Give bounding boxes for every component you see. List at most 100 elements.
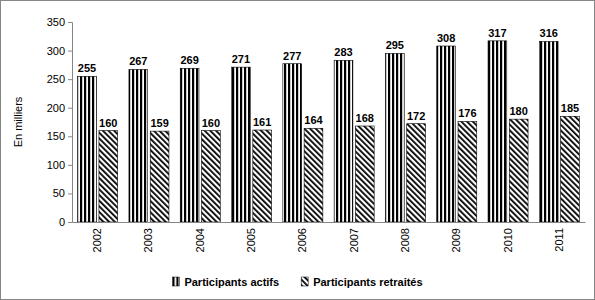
data-label: 317 bbox=[488, 27, 506, 39]
x-tick: 2007 bbox=[348, 228, 360, 252]
y-tick: 0 bbox=[59, 216, 72, 228]
y-tick-label: 200 bbox=[47, 102, 65, 114]
y-tick: 200 bbox=[47, 102, 72, 114]
bar bbox=[437, 46, 456, 222]
y-tick-mark bbox=[68, 165, 72, 166]
bar bbox=[129, 69, 148, 222]
x-axis-line bbox=[73, 222, 586, 223]
bar bbox=[283, 64, 302, 222]
data-label: 180 bbox=[510, 105, 528, 117]
y-tick-label: 300 bbox=[47, 45, 65, 57]
y-tick-mark bbox=[68, 51, 72, 52]
x-tick-label: 2006 bbox=[296, 228, 308, 252]
data-label: 308 bbox=[437, 32, 455, 44]
legend-label: Participants retraités bbox=[313, 276, 422, 288]
data-label: 159 bbox=[150, 117, 168, 129]
data-label: 277 bbox=[283, 50, 301, 62]
x-tick: 2003 bbox=[142, 228, 154, 252]
data-label: 160 bbox=[202, 117, 220, 129]
legend-swatch bbox=[172, 277, 179, 286]
x-tick-label: 2010 bbox=[502, 228, 514, 252]
bar bbox=[232, 67, 251, 222]
bar bbox=[385, 53, 404, 222]
y-tick-mark bbox=[68, 193, 72, 194]
bars bbox=[78, 41, 580, 222]
bar bbox=[253, 130, 272, 222]
x-tick-label: 2003 bbox=[142, 228, 154, 252]
data-label: 168 bbox=[356, 112, 374, 124]
bar bbox=[304, 128, 323, 222]
y-tick-label: 350 bbox=[47, 16, 65, 28]
x-tick-label: 2011 bbox=[553, 228, 565, 252]
x-tick: 2009 bbox=[450, 228, 462, 252]
data-label: 172 bbox=[407, 110, 425, 122]
x-tick-label: 2009 bbox=[450, 228, 462, 252]
x-tick-label: 2008 bbox=[399, 228, 411, 252]
plot: 0501001502002503003502002200320042005200… bbox=[47, 16, 586, 252]
x-tick: 2008 bbox=[399, 228, 411, 252]
bar bbox=[407, 124, 426, 222]
y-tick: 250 bbox=[47, 73, 72, 85]
data-label: 255 bbox=[78, 62, 96, 74]
bar bbox=[150, 131, 169, 222]
x-tick-label: 2002 bbox=[91, 228, 103, 252]
data-label: 185 bbox=[561, 102, 579, 114]
data-label: 176 bbox=[458, 107, 476, 119]
y-tick: 300 bbox=[47, 45, 72, 57]
data-label: 269 bbox=[180, 54, 198, 66]
y-tick: 350 bbox=[47, 16, 72, 28]
bar bbox=[202, 131, 221, 222]
data-label: 267 bbox=[129, 55, 147, 67]
x-tick: 2010 bbox=[502, 228, 514, 252]
y-tick: 150 bbox=[47, 130, 72, 142]
data-label: 271 bbox=[232, 53, 250, 65]
y-axis-line bbox=[68, 23, 73, 223]
x-tick: 2005 bbox=[245, 228, 257, 252]
bar bbox=[561, 116, 580, 222]
y-tick-mark bbox=[68, 79, 72, 80]
bar bbox=[78, 76, 97, 222]
data-labels: 255 267 269 271 277 283 295 308 317 316 160 159 160 1… bbox=[78, 27, 579, 129]
data-label: 283 bbox=[334, 46, 352, 58]
data-label: 316 bbox=[540, 27, 558, 39]
chart: 0501001502002503003502002200320042005200… bbox=[0, 0, 595, 300]
legend-item: Participants retraités bbox=[301, 276, 422, 288]
y-axis-title: En milliers bbox=[12, 96, 24, 147]
y-tick-mark bbox=[68, 108, 72, 109]
bar bbox=[180, 68, 199, 222]
x-tick-label: 2004 bbox=[194, 228, 206, 252]
data-label: 295 bbox=[386, 39, 404, 51]
frame bbox=[1, 1, 595, 300]
data-label: 164 bbox=[304, 114, 323, 126]
x-tick: 2002 bbox=[91, 228, 103, 252]
y-tick-label: 0 bbox=[59, 216, 65, 228]
x-tick: 2004 bbox=[194, 228, 206, 252]
legend-item: Participants actifs bbox=[172, 276, 279, 288]
y-tick: 100 bbox=[47, 159, 72, 171]
y-tick-mark bbox=[68, 22, 72, 23]
legend: Participants actifs Participants retraité… bbox=[172, 276, 422, 288]
data-label: 161 bbox=[253, 116, 271, 128]
x-tick: 2011 bbox=[553, 228, 565, 252]
y-axis: 0 50 100 150 200 250 300 350 bbox=[47, 16, 73, 228]
y-tick-label: 150 bbox=[47, 130, 65, 142]
y-tick-mark bbox=[68, 222, 72, 223]
x-tick: 2006 bbox=[296, 228, 308, 252]
x-tick-label: 2007 bbox=[348, 228, 360, 252]
y-tick-mark bbox=[68, 136, 72, 137]
y-tick-label: 250 bbox=[47, 73, 65, 85]
bar bbox=[334, 60, 353, 222]
bar bbox=[488, 41, 507, 222]
data-label: 160 bbox=[99, 117, 117, 129]
legend-label: Participants actifs bbox=[184, 276, 279, 288]
x-tick-label: 2005 bbox=[245, 228, 257, 252]
y-tick: 50 bbox=[53, 187, 72, 199]
bar bbox=[99, 131, 118, 222]
x-axis: 2002 2003 2004 2005 2006 2007 2008 2009 2010 2011 bbox=[73, 223, 586, 253]
y-tick-label: 100 bbox=[47, 159, 65, 171]
y-tick-label: 50 bbox=[53, 187, 65, 199]
bar bbox=[539, 41, 558, 222]
legend-swatch bbox=[301, 277, 308, 286]
bar bbox=[355, 126, 374, 222]
bar bbox=[458, 121, 477, 222]
